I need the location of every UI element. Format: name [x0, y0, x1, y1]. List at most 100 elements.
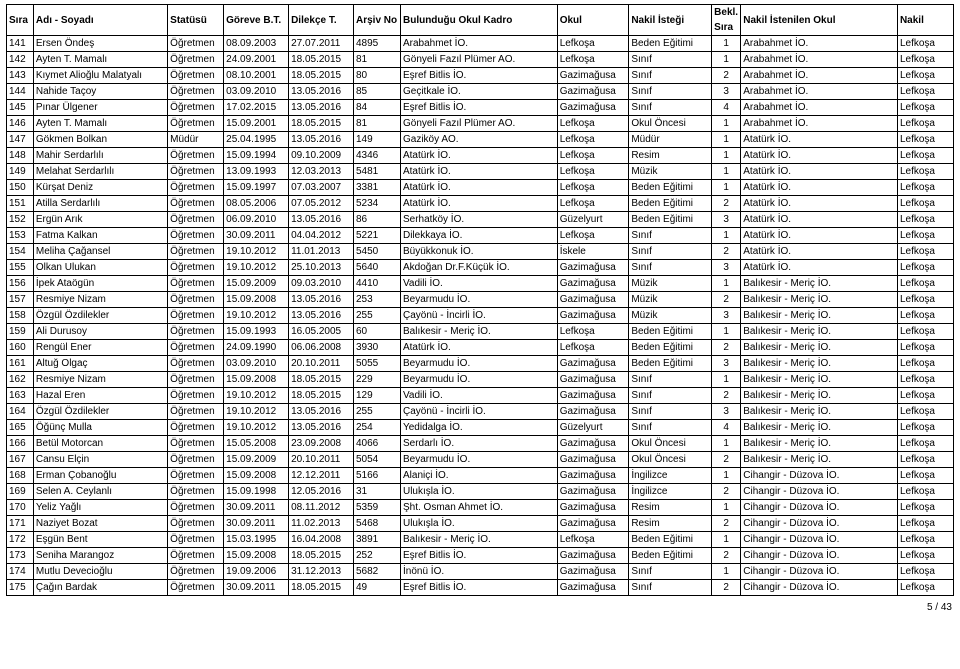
cell-okul: Gazimağusa — [557, 84, 629, 100]
cell-okul: Lefkoşa — [557, 36, 629, 52]
cell-sira: 153 — [7, 228, 34, 244]
cell-nakil: Lefkoşa — [897, 148, 953, 164]
nakil-table: Sıra Adı - Soyadı Statüsü Göreve B.T. Di… — [6, 4, 954, 596]
cell-dilekce: 18.05.2015 — [289, 68, 354, 84]
cell-istegi: Beden Eğitimi — [629, 356, 712, 372]
cell-status: Öğretmen — [168, 500, 224, 516]
cell-istok: Cihangir - Düzova İO. — [741, 500, 898, 516]
cell-arsiv: 3381 — [353, 180, 400, 196]
table-head: Sıra Adı - Soyadı Statüsü Göreve B.T. Di… — [7, 5, 954, 36]
cell-arsiv: 253 — [353, 292, 400, 308]
table-row: 156İpek AtaögünÖğretmen15.09.200909.03.2… — [7, 276, 954, 292]
table-row: 146Ayten T. MamalıÖğretmen15.09.200118.0… — [7, 116, 954, 132]
cell-gorev: 15.03.1995 — [224, 532, 289, 548]
cell-status: Öğretmen — [168, 468, 224, 484]
cell-kadro: Geçitkale İO. — [400, 84, 557, 100]
cell-gorev: 15.09.1998 — [224, 484, 289, 500]
cell-gorev: 30.09.2011 — [224, 516, 289, 532]
cell-okul: Gazimağusa — [557, 372, 629, 388]
cell-arsiv: 149 — [353, 132, 400, 148]
cell-status: Öğretmen — [168, 308, 224, 324]
cell-adi: Atilla Serdarlılı — [33, 196, 167, 212]
cell-istok: Balıkesir - Meriç İO. — [741, 308, 898, 324]
cell-istok: Arabahmet İO. — [741, 36, 898, 52]
cell-sira: 150 — [7, 180, 34, 196]
cell-arsiv: 60 — [353, 324, 400, 340]
cell-bekl: 1 — [712, 372, 741, 388]
cell-sira: 175 — [7, 580, 34, 596]
col-okul: Okul — [557, 5, 629, 36]
cell-dilekce: 18.05.2015 — [289, 116, 354, 132]
cell-sira: 142 — [7, 52, 34, 68]
table-row: 150Kürşat DenizÖğretmen15.09.199707.03.2… — [7, 180, 954, 196]
cell-adi: Ayten T. Mamalı — [33, 52, 167, 68]
cell-bekl: 1 — [712, 228, 741, 244]
cell-istegi: Okul Öncesi — [629, 452, 712, 468]
cell-status: Öğretmen — [168, 532, 224, 548]
col-bekl-top: Bekl. — [712, 5, 741, 21]
cell-adi: Hazal Eren — [33, 388, 167, 404]
cell-okul: Gazimağusa — [557, 388, 629, 404]
cell-nakil: Lefkoşa — [897, 404, 953, 420]
cell-arsiv: 49 — [353, 580, 400, 596]
cell-istok: Atatürk İO. — [741, 132, 898, 148]
cell-nakil: Lefkoşa — [897, 484, 953, 500]
cell-nakil: Lefkoşa — [897, 500, 953, 516]
table-row: 174Mutlu DevecioğluÖğretmen19.09.200631.… — [7, 564, 954, 580]
cell-istegi: İngilizce — [629, 484, 712, 500]
cell-arsiv: 254 — [353, 420, 400, 436]
cell-dilekce: 08.11.2012 — [289, 500, 354, 516]
cell-kadro: Beyarmudu İO. — [400, 372, 557, 388]
cell-gorev: 24.09.1990 — [224, 340, 289, 356]
cell-kadro: Eşref Bitlis İO. — [400, 100, 557, 116]
cell-istok: Atatürk İO. — [741, 164, 898, 180]
cell-kadro: Ulukışla İO. — [400, 484, 557, 500]
cell-gorev: 06.09.2010 — [224, 212, 289, 228]
table-row: 153Fatma KalkanÖğretmen30.09.201104.04.2… — [7, 228, 954, 244]
cell-nakil: Lefkoşa — [897, 36, 953, 52]
cell-istok: Atatürk İO. — [741, 212, 898, 228]
cell-istok: Cihangir - Düzova İO. — [741, 484, 898, 500]
cell-gorev: 15.09.2009 — [224, 452, 289, 468]
cell-sira: 141 — [7, 36, 34, 52]
cell-status: Öğretmen — [168, 292, 224, 308]
cell-istok: Atatürk İO. — [741, 244, 898, 260]
table-row: 173Seniha MarangozÖğretmen15.09.200818.0… — [7, 548, 954, 564]
cell-istegi: Müzik — [629, 308, 712, 324]
cell-status: Öğretmen — [168, 564, 224, 580]
cell-bekl: 1 — [712, 468, 741, 484]
cell-nakil: Lefkoşa — [897, 324, 953, 340]
table-row: 145Pınar ÜlgenerÖğretmen17.02.201513.05.… — [7, 100, 954, 116]
cell-bekl: 2 — [712, 68, 741, 84]
cell-okul: Lefkoşa — [557, 116, 629, 132]
cell-status: Öğretmen — [168, 452, 224, 468]
cell-arsiv: 3891 — [353, 532, 400, 548]
table-row: 151Atilla SerdarlılıÖğretmen08.05.200607… — [7, 196, 954, 212]
cell-arsiv: 5166 — [353, 468, 400, 484]
col-arsiv: Arşiv No — [353, 5, 400, 36]
cell-istegi: Sınıf — [629, 580, 712, 596]
cell-bekl: 2 — [712, 340, 741, 356]
cell-adi: Özgül Özdilekler — [33, 404, 167, 420]
cell-okul: Lefkoşa — [557, 324, 629, 340]
col-istegi: Nakil İsteği — [629, 5, 712, 36]
cell-nakil: Lefkoşa — [897, 228, 953, 244]
cell-adi: Gökmen Bolkan — [33, 132, 167, 148]
cell-kadro: Balıkesir - Meriç İO. — [400, 532, 557, 548]
cell-sira: 174 — [7, 564, 34, 580]
table-row: 143Kıymet Alioğlu MalatyalıÖğretmen08.10… — [7, 68, 954, 84]
cell-adi: Resmiye Nizam — [33, 292, 167, 308]
cell-dilekce: 13.05.2016 — [289, 404, 354, 420]
cell-kadro: Büyükkonuk İO. — [400, 244, 557, 260]
cell-istok: Cihangir - Düzova İO. — [741, 564, 898, 580]
cell-dilekce: 13.05.2016 — [289, 132, 354, 148]
cell-kadro: Gönyeli Fazıl Plümer AO. — [400, 116, 557, 132]
cell-sira: 144 — [7, 84, 34, 100]
cell-dilekce: 09.10.2009 — [289, 148, 354, 164]
cell-istegi: Sınıf — [629, 372, 712, 388]
cell-okul: Lefkoşa — [557, 180, 629, 196]
cell-bekl: 1 — [712, 532, 741, 548]
cell-kadro: Gönyeli Fazıl Plümer AO. — [400, 52, 557, 68]
cell-arsiv: 229 — [353, 372, 400, 388]
cell-nakil: Lefkoşa — [897, 564, 953, 580]
